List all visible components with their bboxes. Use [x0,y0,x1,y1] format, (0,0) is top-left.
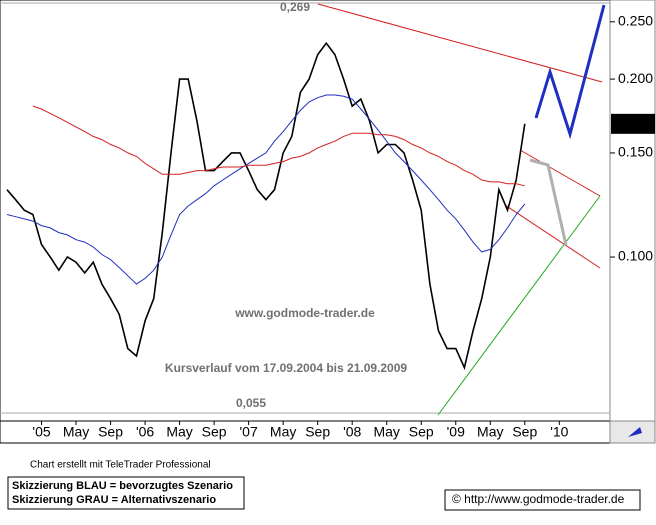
period-note: Kursverlauf vom 17.09.2004 bis 21.09.200… [165,361,407,375]
y-tick-label: 0.150 [618,144,653,160]
sketch-blue [534,4,606,140]
x-tick-label: '10 [550,424,568,440]
x-tick-label: '07 [240,424,258,440]
x-tick-label: Sep [305,424,330,440]
x-tick-label: Sep [98,424,123,440]
tool-button[interactable] [609,420,656,444]
copyright-box [444,489,641,511]
x-tick-label: May [270,424,296,440]
copyright: © http://www.godmode-trader.de [452,492,625,506]
x-tick-label: '05 [32,424,50,440]
trend-line [317,3,603,83]
plot-frame [0,0,611,422]
low-label: 0,055 [236,396,266,410]
series-line [32,105,525,187]
last-price-label: 0.168 [615,115,650,131]
legend-line: Skizzierung GRAU = Alternativszenario [12,494,216,506]
x-tick-label: Sep [202,424,227,440]
legend-line: Skizzierung BLAU = bevorzugtes Szenario [12,480,233,492]
legend-box [7,476,245,510]
trend-line [504,204,601,269]
y-tick-label: 0.250 [618,13,653,29]
last-price-box [611,113,655,134]
x-tick-label: May [477,424,503,440]
y-tick-label: 0.100 [618,248,653,264]
y-tick-label: 0.200 [618,70,653,86]
y-axis-frame [609,0,656,422]
x-tick-label: '08 [343,424,361,440]
sketch-grey [529,158,568,246]
x-tick-label: May [373,424,399,440]
x-tick-label: Sep [512,424,537,440]
trend-line [519,149,601,197]
x-tick-label: Sep [409,424,434,440]
credit: Chart erstellt mit TeleTrader Profession… [30,460,211,471]
x-tick-label: May [63,424,89,440]
tool-icon [628,427,642,437]
trend-line [437,195,601,416]
series-line [6,41,526,371]
watermark: www.godmode-trader.de [234,306,375,320]
x-tick-label: '06 [136,424,154,440]
series-line [6,94,526,285]
x-tick-label: May [166,424,192,440]
high-label: 0,269 [280,0,310,14]
x-tick-label: '09 [447,424,465,440]
